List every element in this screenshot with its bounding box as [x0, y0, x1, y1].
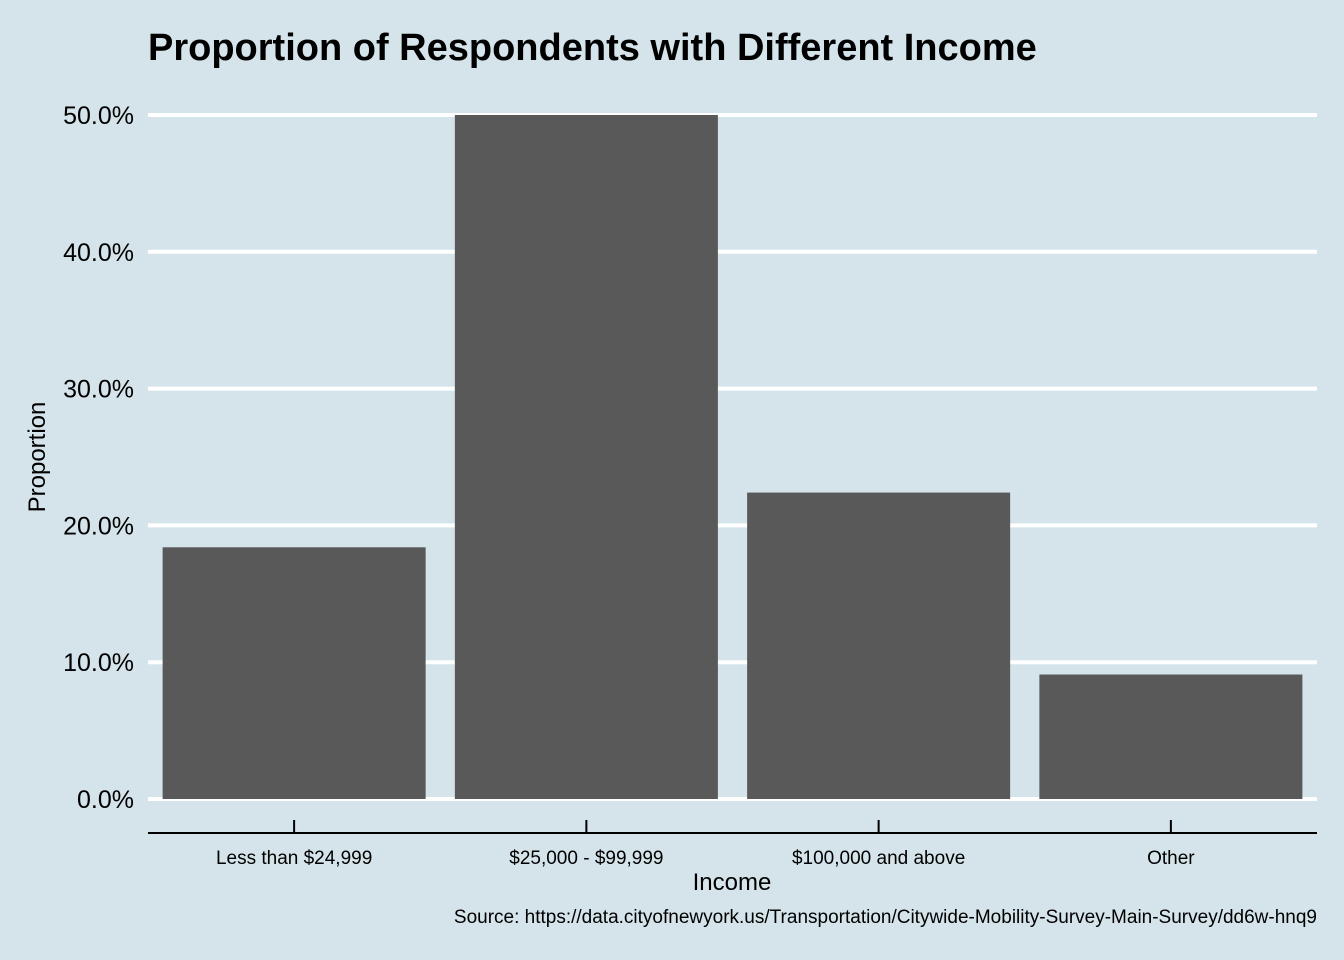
bars [162, 115, 1303, 799]
chart-title: Proportion of Respondents with Different… [148, 27, 1037, 69]
x-tick-label: Other [1147, 848, 1195, 869]
y-tick-label: 30.0% [63, 376, 134, 404]
x-axis-title: Income [693, 869, 772, 896]
x-tick-label: $25,000 - $99,999 [509, 848, 663, 869]
y-tick-label: 20.0% [63, 512, 134, 540]
bar-2 [747, 492, 1011, 799]
y-axis-title: Proportion [24, 402, 51, 513]
source-caption: Source: https://data.cityofnewyork.us/Tr… [454, 907, 1317, 928]
x-tick-labels: Less than $24,999 $25,000 - $99,999 $100,0… [216, 848, 1195, 869]
x-tick-label: Less than $24,999 [216, 848, 372, 869]
bar-3 [1039, 674, 1303, 799]
x-tick-marks [293, 820, 1172, 833]
bar-1 [454, 115, 718, 799]
bar-0 [162, 547, 426, 799]
y-tick-labels: 0.0% 10.0% 20.0% 30.0% 40.0% 50.0% [63, 102, 134, 814]
x-tick-label: $100,000 and above [792, 848, 965, 869]
y-tick-label: 10.0% [63, 649, 134, 677]
y-tick-label: 40.0% [63, 239, 134, 267]
y-tick-label: 50.0% [63, 102, 134, 130]
y-tick-label: 0.0% [77, 786, 134, 814]
